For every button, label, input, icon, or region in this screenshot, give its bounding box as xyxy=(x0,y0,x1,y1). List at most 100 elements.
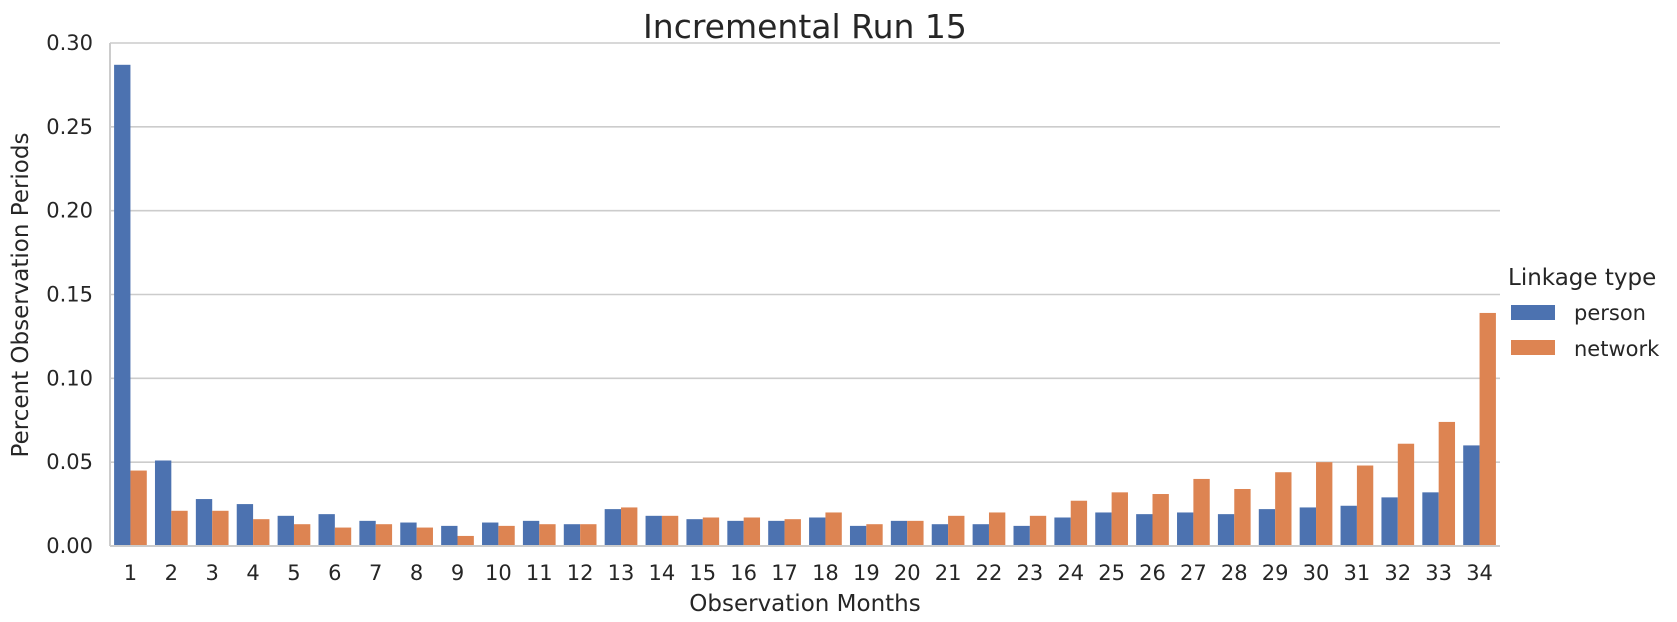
x-tick-label: 7 xyxy=(369,561,382,585)
bar-person-12 xyxy=(563,524,581,546)
bar-person-9 xyxy=(441,525,458,546)
bar-network-28 xyxy=(1234,488,1251,546)
legend-label-network: network xyxy=(1574,337,1660,361)
y-tick-label: 0.05 xyxy=(46,450,93,474)
bar-network-8 xyxy=(416,527,433,546)
bar-person-27 xyxy=(1177,512,1194,546)
bar-person-30 xyxy=(1299,507,1317,546)
bar-person-10 xyxy=(482,522,499,546)
x-tick-label: 25 xyxy=(1098,561,1125,585)
bar-network-2 xyxy=(171,510,188,546)
x-tick-label: 24 xyxy=(1057,561,1084,585)
bar-network-33 xyxy=(1438,421,1456,546)
x-tick-label: 26 xyxy=(1139,561,1166,585)
bar-person-21 xyxy=(931,524,949,546)
bar-person-13 xyxy=(604,509,622,546)
x-tick-label: 10 xyxy=(485,561,512,585)
bar-person-33 xyxy=(1422,492,1439,546)
bar-network-16 xyxy=(743,517,761,546)
bar-network-5 xyxy=(293,524,311,546)
x-tick-label: 31 xyxy=(1344,561,1371,585)
bar-person-32 xyxy=(1381,497,1398,546)
bar-person-25 xyxy=(1095,512,1112,546)
bar-person-15 xyxy=(686,519,703,546)
legend-swatch-person xyxy=(1511,305,1555,320)
x-tick-label: 15 xyxy=(689,561,716,585)
chart-title: Incremental Run 15 xyxy=(643,7,967,46)
bar-person-6 xyxy=(318,514,335,546)
bar-network-30 xyxy=(1316,462,1333,546)
bar-network-6 xyxy=(334,527,352,546)
x-tick-label: 3 xyxy=(206,561,219,585)
bar-person-17 xyxy=(768,520,785,546)
x-tick-label: 1 xyxy=(124,561,137,585)
bar-network-7 xyxy=(375,524,393,546)
legend-title: Linkage type xyxy=(1508,265,1656,291)
bar-network-10 xyxy=(498,525,515,546)
x-tick-label: 9 xyxy=(451,561,464,585)
bar-network-15 xyxy=(702,517,720,546)
bar-network-3 xyxy=(212,510,229,546)
x-tick-label: 5 xyxy=(287,561,300,585)
bar-person-14 xyxy=(645,515,662,546)
x-tick-label: 2 xyxy=(165,561,178,585)
x-tick-label: 19 xyxy=(853,561,880,585)
bar-network-17 xyxy=(784,519,801,546)
legend-swatch-network xyxy=(1511,340,1555,355)
x-tick-label: 21 xyxy=(935,561,962,585)
bar-person-22 xyxy=(972,524,989,546)
x-tick-label: 18 xyxy=(812,561,839,585)
bar-person-8 xyxy=(400,522,417,546)
bar-person-3 xyxy=(195,499,213,546)
bar-person-28 xyxy=(1217,514,1235,546)
bar-person-2 xyxy=(154,460,172,546)
y-tick-label: 0.00 xyxy=(46,534,93,558)
x-tick-label: 17 xyxy=(771,561,798,585)
bar-person-7 xyxy=(359,520,376,546)
bar-person-20 xyxy=(890,520,908,546)
bar-network-20 xyxy=(907,520,924,546)
y-tick-label: 0.30 xyxy=(46,31,93,55)
bar-network-34 xyxy=(1479,312,1496,546)
bar-network-24 xyxy=(1070,500,1088,546)
x-tick-label: 12 xyxy=(567,561,594,585)
bar-network-18 xyxy=(825,512,842,546)
x-tick-label: 4 xyxy=(246,561,259,585)
bar-network-21 xyxy=(948,515,965,546)
bar-network-13 xyxy=(621,507,638,546)
x-tick-label: 32 xyxy=(1384,561,1411,585)
bar-person-5 xyxy=(277,515,294,546)
x-tick-label: 34 xyxy=(1466,561,1493,585)
bar-person-11 xyxy=(522,520,540,546)
x-tick-label: 16 xyxy=(730,561,757,585)
x-tick-label: 22 xyxy=(976,561,1003,585)
bar-network-4 xyxy=(253,519,270,546)
bar-person-16 xyxy=(727,520,744,546)
y-tick-label: 0.25 xyxy=(46,115,93,139)
x-tick-labels: 1 2 3 4 5 6 7 8 9 10 11 12 13 14 15 16 17 18 19 20 21 22 23 24 2… xyxy=(124,561,1493,585)
x-tick-label: 14 xyxy=(649,561,676,585)
bar-network-14 xyxy=(661,515,679,546)
bar-network-27 xyxy=(1193,478,1210,546)
x-tick-label: 27 xyxy=(1180,561,1207,585)
x-tick-label: 23 xyxy=(1016,561,1043,585)
y-tick-label: 0.10 xyxy=(46,366,93,390)
x-tick-label: 28 xyxy=(1221,561,1248,585)
x-tick-label: 8 xyxy=(410,561,423,585)
x-tick-label: 20 xyxy=(894,561,921,585)
legend: Linkage type person network xyxy=(1508,265,1660,361)
x-tick-label: 30 xyxy=(1303,561,1330,585)
x-tick-label: 33 xyxy=(1425,561,1452,585)
x-tick-label: 29 xyxy=(1262,561,1289,585)
y-tick-labels: 0.00 0.05 0.10 0.15 0.20 0.25 0.30 xyxy=(46,31,93,558)
bar-person-34 xyxy=(1463,445,1480,546)
bar-person-18 xyxy=(809,517,826,546)
bar-person-26 xyxy=(1136,514,1153,546)
y-tick-label: 0.15 xyxy=(46,283,93,307)
bar-person-19 xyxy=(849,525,867,546)
x-axis-label: Observation Months xyxy=(689,591,920,617)
x-tick-label: 6 xyxy=(328,561,341,585)
x-tick-label: 11 xyxy=(526,561,553,585)
bar-network-23 xyxy=(1029,515,1047,546)
